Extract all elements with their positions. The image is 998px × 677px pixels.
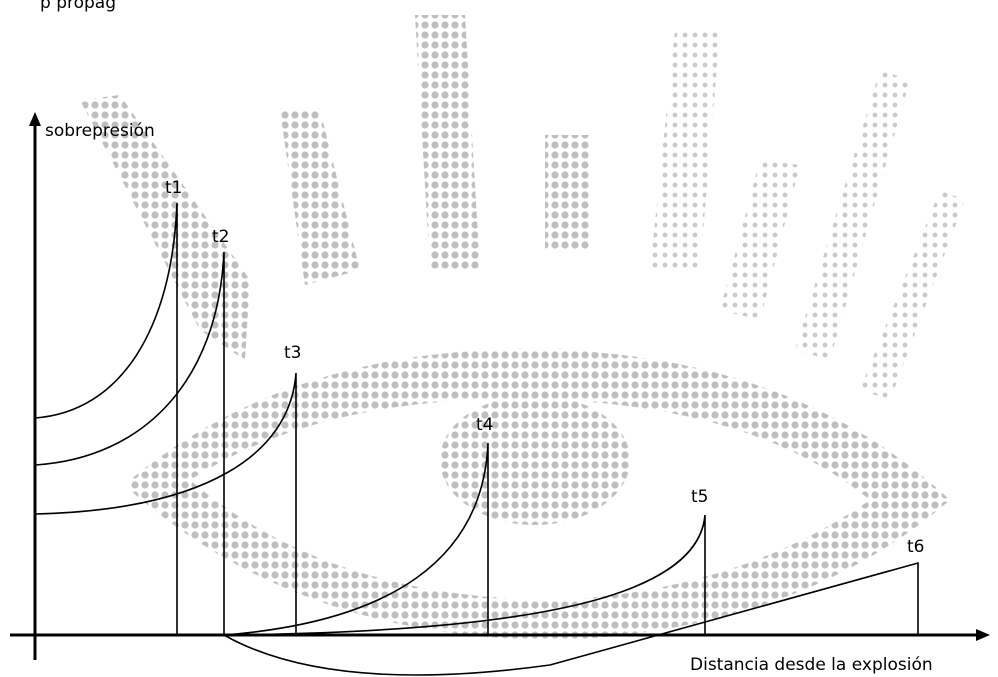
axes: sobrepresión Distancia desde la explosió… [10, 112, 990, 675]
background-halftone [80, 15, 965, 640]
curve-t2 [34, 251, 225, 635]
curve-label: t4 [476, 415, 493, 435]
header-fragment: p propag [40, 0, 116, 13]
y-axis-label: sobrepresión [45, 121, 155, 141]
curve-t5 [223, 514, 706, 636]
x-arrow [976, 629, 990, 641]
curve-label: t3 [284, 343, 301, 363]
curve-t4 [223, 442, 489, 636]
curve-label: t1 [165, 178, 182, 198]
x-axis-label: Distancia desde la explosión [690, 655, 933, 675]
curve-label: t2 [212, 227, 229, 247]
curve-t6 [223, 561, 919, 676]
curve-t1 [34, 202, 178, 635]
curve-label: t5 [691, 487, 708, 507]
curves: t1 t2 t3 t4 t5 t6 [34, 178, 924, 676]
curve-t3 [34, 372, 297, 635]
y-arrow [29, 112, 41, 126]
curve-label: t6 [907, 537, 924, 557]
